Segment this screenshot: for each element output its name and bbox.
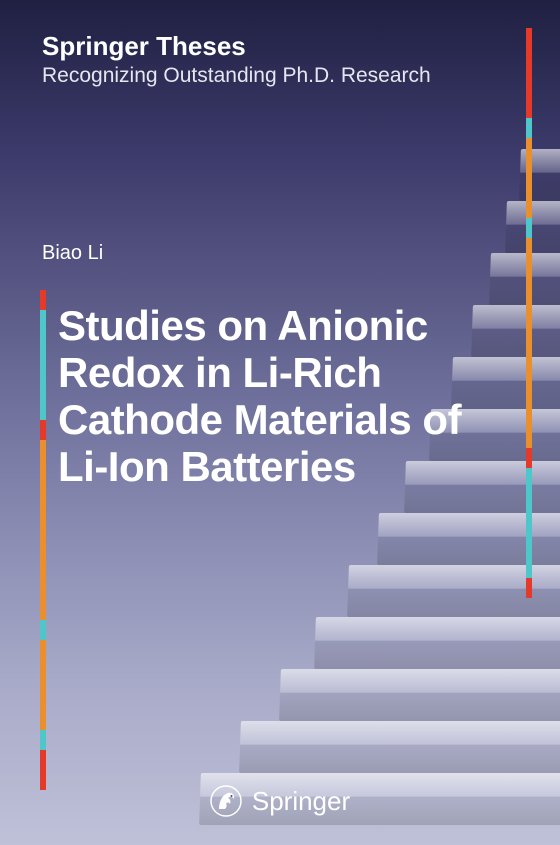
accent-segment: [40, 310, 46, 420]
accent-segment: [40, 730, 46, 750]
stair-graphic: [160, 145, 560, 845]
accent-segment: [526, 28, 532, 118]
accent-bar-right: [526, 28, 532, 598]
series-title: Springer Theses: [42, 32, 500, 61]
accent-segment: [526, 578, 532, 598]
book-cover: Springer Theses Recognizing Outstanding …: [0, 0, 560, 845]
stair-step: [279, 669, 560, 721]
accent-segment: [40, 620, 46, 640]
author-name: Biao Li: [42, 242, 103, 265]
publisher-name: Springer: [252, 786, 350, 817]
series-block: Springer Theses Recognizing Outstanding …: [42, 32, 500, 89]
accent-segment: [40, 640, 46, 730]
accent-segment: [526, 118, 532, 138]
book-title: Studies on Anionic Redox in Li-Rich Cath…: [58, 302, 520, 490]
stair-step: [505, 201, 560, 253]
accent-segment: [40, 420, 46, 440]
accent-segment: [526, 448, 532, 468]
stair-step: [489, 253, 560, 305]
accent-segment: [526, 238, 532, 448]
accent-segment: [40, 290, 46, 310]
stair-step: [314, 617, 560, 669]
accent-bar-left: [40, 290, 46, 790]
series-subtitle: Recognizing Outstanding Ph.D. Research: [42, 63, 500, 89]
publisher-block: Springer: [0, 785, 560, 817]
accent-segment: [526, 468, 532, 578]
stair-step: [239, 721, 560, 773]
stair-step: [377, 513, 560, 565]
accent-segment: [526, 218, 532, 238]
springer-horse-icon: [210, 785, 242, 817]
accent-segment: [526, 138, 532, 218]
accent-segment: [40, 440, 46, 620]
accent-segment: [40, 750, 46, 790]
